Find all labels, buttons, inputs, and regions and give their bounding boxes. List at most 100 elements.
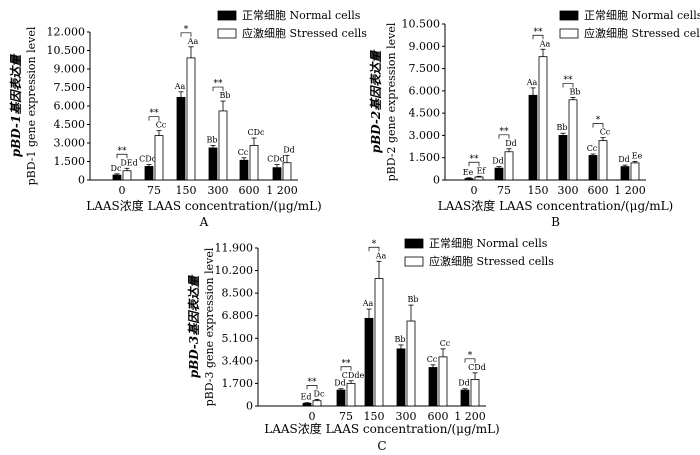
bar: [346, 383, 356, 407]
bar: [470, 379, 480, 407]
y-tick-label: 8.500: [222, 287, 254, 300]
y-tick-label: 9.000: [409, 40, 441, 53]
bar: [504, 151, 514, 181]
significance-letter: Ee: [632, 151, 643, 160]
bar: [302, 402, 312, 407]
significance-letter: Bb: [220, 91, 231, 100]
significance-letter: DEd: [120, 158, 137, 167]
y-tick-label: 9.000: [54, 63, 86, 76]
y-axis-label-en: pBD-2 gene expression level: [385, 22, 398, 181]
legend-swatch: [559, 28, 579, 39]
bar: [428, 367, 438, 407]
x-tick-label: 600: [428, 410, 449, 423]
y-axis-label-en: pBD-1 gene expression level: [25, 26, 38, 185]
x-tick-label: 1 200: [614, 184, 646, 197]
y-axis-label-cn: pBD-3基因表达量: [187, 274, 201, 378]
significance-letter: Aa: [539, 39, 551, 48]
bar: [558, 135, 568, 181]
significance-letter: Dd: [334, 379, 346, 388]
significance-bracket: [592, 123, 604, 128]
significance-bracket: [148, 116, 160, 121]
legend-swatch: [559, 10, 579, 21]
bar: [588, 155, 598, 181]
significance-bracket: [468, 161, 480, 167]
panel-label: B: [551, 215, 560, 229]
y-tick-label: 10.500: [402, 18, 441, 31]
bar: [249, 145, 259, 181]
significance-letter: Aa: [375, 251, 387, 260]
bar: [374, 278, 384, 407]
significance-letter: CDd: [139, 155, 157, 164]
significance-letter: Ef: [477, 166, 487, 175]
significance-bracket: [498, 134, 510, 139]
chart-panel-a: 0 1.500 3.000 4.500 6.000 7.500 9.000 10.500 12.…: [9, 9, 367, 229]
bar: [528, 94, 538, 181]
bar: [312, 400, 322, 407]
bar: [154, 135, 164, 181]
x-tick-label: 300: [208, 184, 229, 197]
significance-mark: **: [308, 377, 318, 387]
significance-mark: **: [342, 359, 352, 369]
significance-mark: **: [118, 146, 128, 156]
bar: [144, 166, 154, 181]
x-tick-label: 1 200: [454, 410, 486, 423]
bar: [336, 389, 346, 407]
y-tick-label: 3.000: [409, 129, 441, 142]
x-tick-label: 300: [558, 184, 579, 197]
legend-swatch: [404, 256, 424, 267]
significance-letter: Bb: [557, 123, 568, 132]
bar: [218, 110, 228, 181]
x-tick-label: 75: [147, 184, 161, 197]
bar: [630, 162, 640, 181]
significance-letter: Bb: [395, 335, 406, 344]
significance-letter: Dd: [283, 145, 295, 154]
y-tick-label: 3.400: [222, 354, 254, 367]
x-tick-label: 150: [364, 410, 385, 423]
significance-mark: *: [468, 351, 473, 361]
y-tick-label: 12.000: [47, 26, 86, 39]
legend-label: 应激细胞 Stressed cells: [242, 26, 367, 40]
significance-bracket: [340, 366, 352, 371]
bar: [176, 96, 186, 181]
significance-bracket: [180, 32, 192, 37]
bar: [396, 348, 406, 407]
significance-letter: Cc: [600, 128, 611, 137]
legend-label: 正常细胞 Normal cells: [584, 9, 700, 22]
bar: [494, 167, 504, 181]
legend-label: 应激细胞 Stressed cells: [584, 26, 700, 40]
significance-letter: Cc: [238, 148, 249, 157]
significance-letter: Cc: [587, 144, 598, 153]
significance-letter: Aa: [187, 37, 199, 46]
bar: [464, 178, 474, 181]
y-tick-label: 0: [433, 174, 440, 187]
significance-mark: **: [214, 79, 224, 89]
x-tick-label: 300: [396, 410, 417, 423]
significance-letter: Bb: [207, 135, 218, 144]
significance-letter: Bb: [570, 88, 581, 97]
x-tick-label: 150: [176, 184, 197, 197]
significance-bracket: [562, 83, 574, 88]
significance-mark: *: [596, 116, 601, 126]
significance-mark: *: [184, 25, 189, 35]
significance-bracket: [306, 385, 318, 390]
bar: [438, 356, 448, 407]
bar: [282, 162, 292, 181]
bar: [122, 170, 132, 181]
x-tick-label: 0: [471, 184, 478, 197]
panel-label: A: [199, 215, 209, 229]
bar: [474, 176, 484, 181]
y-tick-label: 6.000: [409, 84, 441, 97]
legend-label: 应激细胞 Stressed cells: [429, 254, 554, 268]
x-axis-label: LAAS浓度 LAAS concentration/(μg/mL): [86, 198, 322, 213]
significance-letter: Ee: [463, 168, 474, 177]
significance-mark: **: [150, 109, 160, 119]
y-tick-label: 6.800: [222, 309, 254, 322]
significance-letter: CDc: [247, 128, 265, 137]
y-tick-label: 5.100: [222, 332, 254, 345]
significance-mark: *: [372, 239, 377, 249]
significance-letter: Dd: [618, 155, 630, 164]
significance-letter: Cc: [427, 355, 438, 364]
x-tick-label: 600: [239, 184, 260, 197]
